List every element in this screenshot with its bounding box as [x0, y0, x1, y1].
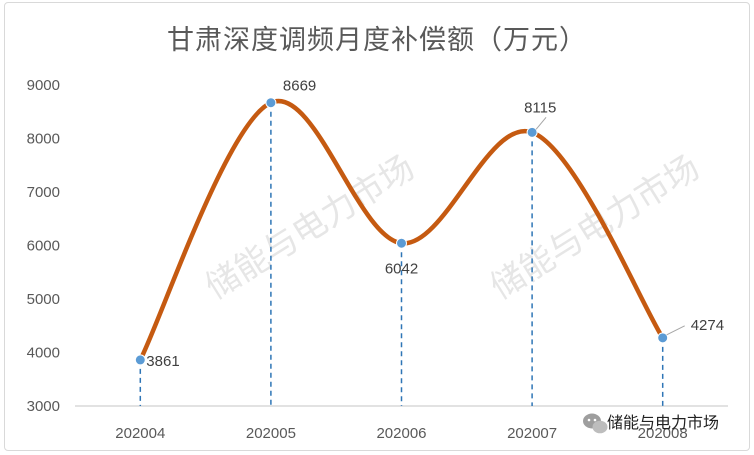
data-label: 8669 — [283, 78, 316, 95]
data-point — [657, 332, 669, 344]
watermark-text-1: 储能与电力市场 — [199, 148, 422, 308]
y-tick-label: 3000 — [27, 398, 60, 415]
footer-brand-group: 储能与电力市场 — [583, 413, 719, 434]
y-tick-label: 9000 — [27, 77, 60, 94]
y-tick-label: 5000 — [27, 291, 60, 308]
data-point — [265, 97, 277, 109]
y-tick-label: 8000 — [27, 131, 60, 148]
x-tick-label: 202006 — [376, 425, 426, 442]
drop-lines — [139, 102, 664, 406]
data-label: 6042 — [385, 260, 418, 277]
x-tick-label: 202008 — [638, 425, 688, 442]
footer-brand-text: 储能与电力市场 — [607, 413, 719, 432]
data-label: 8115 — [524, 99, 556, 116]
y-tick-label: 4000 — [27, 345, 60, 362]
leader-line — [535, 117, 547, 130]
data-point — [134, 354, 146, 366]
leader-line — [666, 325, 685, 336]
x-tick-label: 202007 — [507, 425, 557, 442]
data-point — [526, 126, 538, 138]
chart-title: 甘肃深度调频月度补偿额（万元） — [167, 25, 587, 56]
y-tick-label: 6000 — [27, 238, 60, 255]
x-tick-label: 202004 — [115, 425, 165, 442]
axis-layer: 3000 4000 5000 6000 7000 8000 9000 202004 202005… — [27, 77, 728, 442]
y-tick-label: 7000 — [27, 184, 60, 201]
data-label: 3861 — [146, 353, 179, 370]
data-label: 4274 — [691, 317, 724, 334]
wechat-icon — [583, 413, 608, 434]
data-labels: 3861 8669 6042 8115 4274 — [146, 78, 724, 370]
watermark-text-2: 储能与电力市场 — [484, 148, 707, 308]
x-tick-label: 202005 — [246, 425, 296, 442]
data-point — [396, 237, 407, 249]
watermark-layer: 储能与电力市场 储能与电力市场 — [199, 148, 707, 308]
data-points — [134, 97, 669, 366]
